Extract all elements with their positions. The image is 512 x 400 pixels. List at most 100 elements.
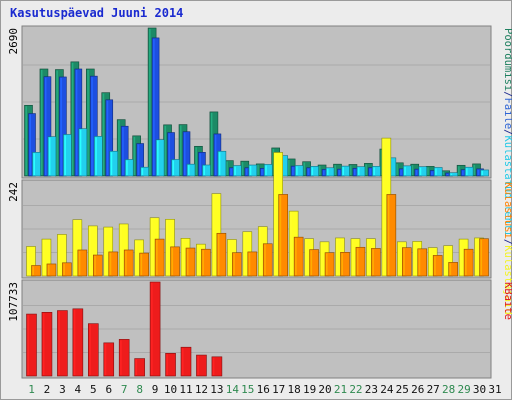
bar	[180, 346, 192, 377]
bar-highlight	[321, 242, 323, 275]
bar-fill	[233, 165, 242, 177]
bar-highlight	[60, 77, 62, 175]
legend-label: Külastajaid	[502, 245, 512, 315]
bar-highlight	[87, 69, 89, 175]
bar	[325, 167, 335, 177]
bar-fill	[31, 265, 41, 277]
bar-fill	[109, 150, 119, 177]
bar-fill	[103, 342, 115, 377]
bar-fill	[294, 165, 304, 177]
bar-highlight	[400, 169, 402, 175]
bar-highlight	[42, 240, 45, 275]
bar	[372, 166, 381, 177]
bar-highlight	[245, 168, 248, 175]
legend-bottom: KBaite	[502, 282, 512, 320]
bar-highlight	[94, 256, 96, 275]
bar	[196, 354, 207, 377]
bar-highlight	[32, 266, 34, 275]
x-tick-label: 15	[241, 383, 254, 396]
bar	[123, 249, 134, 277]
bar-fill	[46, 263, 57, 277]
bar-highlight	[311, 167, 314, 175]
bar	[182, 131, 191, 177]
x-tick-label: 23	[365, 383, 378, 396]
bar-highlight	[477, 169, 480, 175]
bar-highlight	[197, 245, 199, 275]
bar	[108, 251, 119, 277]
bar-highlight	[243, 232, 246, 275]
bar	[401, 247, 412, 277]
bar	[293, 236, 304, 277]
bar-highlight	[427, 167, 429, 175]
bar-highlight	[126, 160, 128, 175]
bar-highlight	[404, 166, 406, 175]
legend-label: Faile	[502, 98, 512, 130]
ymax-label-bottom: 107733	[7, 282, 20, 322]
bar-highlight	[338, 170, 340, 175]
bar-highlight	[64, 135, 66, 175]
bar-highlight	[307, 168, 310, 175]
x-tick-label: 14	[226, 383, 240, 396]
bar-highlight	[411, 165, 414, 175]
bar-highlight	[372, 249, 374, 275]
bar-highlight	[481, 170, 484, 175]
ymax-label-middle: 242	[7, 182, 20, 202]
bar	[139, 252, 149, 277]
bar	[310, 166, 319, 177]
bar-fill	[180, 346, 192, 377]
bar-highlight	[387, 195, 390, 275]
legend-top: Pöördumisi/Faile/Külastatud lehti	[502, 28, 512, 237]
bar	[149, 281, 161, 377]
bar	[32, 152, 41, 177]
bar-fill	[41, 238, 52, 277]
bar-highlight	[460, 240, 462, 275]
bar-highlight	[202, 250, 204, 275]
x-tick-label: 5	[90, 383, 97, 396]
x-tick-label: 13	[210, 383, 223, 396]
bar-highlight	[27, 315, 29, 375]
bar	[78, 128, 88, 177]
bar-highlight	[182, 239, 184, 275]
x-tick-label: 16	[257, 383, 270, 396]
bar-highlight	[89, 226, 91, 275]
bar-highlight	[233, 253, 235, 275]
x-tick-label: 1	[28, 383, 35, 396]
bar-fill	[262, 243, 273, 277]
bar-highlight	[73, 220, 76, 275]
bar	[341, 165, 350, 177]
bar-highlight	[449, 263, 452, 275]
bar-highlight	[214, 134, 217, 175]
bar-highlight	[334, 165, 336, 175]
x-tick-label: 24	[380, 383, 394, 396]
bar-highlight	[435, 168, 437, 175]
bar	[120, 125, 129, 177]
bar-highlight	[357, 167, 360, 175]
bar-highlight	[135, 240, 138, 275]
bar-highlight	[369, 168, 371, 175]
bar-fill	[417, 248, 428, 277]
bar-fill	[108, 251, 119, 277]
bar-highlight	[261, 169, 263, 175]
bar-highlight	[241, 162, 244, 175]
bar-highlight	[257, 164, 259, 175]
bar	[134, 358, 145, 377]
bar-highlight	[166, 354, 169, 375]
bar-fill	[151, 37, 160, 177]
bar-fill	[479, 238, 489, 277]
bar-highlight	[382, 139, 385, 275]
bar-highlight	[480, 239, 483, 275]
x-tick-label: 9	[152, 383, 159, 396]
bar	[136, 143, 144, 177]
bar	[31, 265, 41, 277]
bar-fill	[293, 236, 304, 277]
bar-highlight	[199, 153, 201, 175]
bar-fill	[464, 166, 474, 177]
bar	[211, 356, 223, 377]
bar-fill	[41, 312, 53, 377]
bar-highlight	[91, 77, 93, 175]
bar-fill	[63, 134, 72, 177]
bar-highlight	[473, 164, 476, 175]
bar	[26, 246, 36, 277]
bar	[46, 263, 57, 277]
x-tick-label: 28	[442, 383, 455, 396]
